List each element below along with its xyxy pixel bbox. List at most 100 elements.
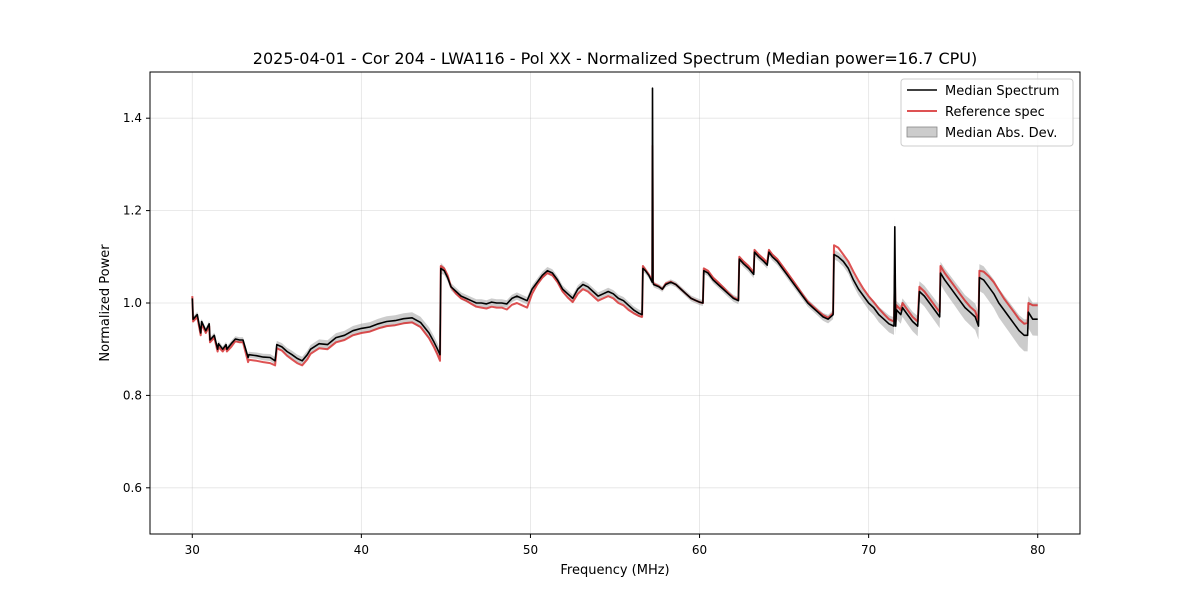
reference-point bbox=[455, 293, 457, 295]
reference-point bbox=[420, 326, 422, 328]
median-point bbox=[940, 272, 942, 274]
reference-point bbox=[763, 258, 765, 260]
reference-point bbox=[496, 307, 498, 309]
median-point bbox=[748, 267, 750, 269]
reference-point bbox=[360, 332, 362, 334]
median-point bbox=[873, 307, 875, 309]
median-point bbox=[433, 341, 435, 343]
reference-point bbox=[802, 294, 804, 296]
reference-point bbox=[301, 364, 303, 366]
median-point bbox=[225, 344, 227, 346]
median-point bbox=[582, 284, 584, 286]
reference-point bbox=[738, 256, 740, 258]
x-tick-label: 60 bbox=[692, 543, 707, 557]
reference-point bbox=[988, 275, 990, 277]
median-point bbox=[988, 286, 990, 288]
reference-point bbox=[491, 306, 493, 308]
median-point bbox=[722, 288, 724, 290]
median-point bbox=[894, 226, 896, 228]
median-point bbox=[847, 267, 849, 269]
median-point bbox=[587, 286, 589, 288]
median-point bbox=[878, 314, 880, 316]
median-point bbox=[506, 303, 508, 305]
median-point bbox=[758, 256, 760, 258]
reference-point bbox=[443, 267, 445, 269]
reference-point bbox=[352, 334, 354, 336]
reference-point bbox=[276, 347, 278, 349]
median-point bbox=[465, 297, 467, 299]
median-point bbox=[196, 314, 198, 316]
median-point bbox=[191, 297, 193, 299]
reference-point bbox=[983, 271, 985, 273]
reference-point bbox=[758, 254, 760, 256]
y-tick-label: 1.4 bbox=[123, 111, 142, 125]
median-point bbox=[572, 297, 574, 299]
reference-point bbox=[652, 145, 654, 147]
median-point bbox=[998, 302, 1000, 304]
median-point bbox=[974, 316, 976, 318]
reference-point bbox=[896, 304, 898, 306]
median-point bbox=[218, 343, 220, 345]
reference-point bbox=[644, 269, 646, 271]
median-point bbox=[386, 321, 388, 323]
reference-point bbox=[281, 350, 283, 352]
median-point bbox=[291, 354, 293, 356]
median-point bbox=[628, 304, 630, 306]
reference-point bbox=[557, 281, 559, 283]
reference-point bbox=[737, 299, 739, 301]
median-point bbox=[296, 357, 298, 359]
reference-point bbox=[440, 265, 442, 267]
median-point bbox=[753, 273, 755, 275]
reference-point bbox=[617, 302, 619, 304]
median-point bbox=[787, 274, 789, 276]
reference-point bbox=[652, 280, 654, 282]
x-tick-label: 40 bbox=[354, 543, 369, 557]
median-point bbox=[895, 325, 897, 327]
median-point bbox=[491, 301, 493, 303]
median-point bbox=[209, 339, 211, 341]
reference-point bbox=[403, 322, 405, 324]
median-point bbox=[536, 281, 538, 283]
reference-point bbox=[447, 274, 449, 276]
y-tick-label: 1.0 bbox=[123, 296, 142, 310]
reference-point bbox=[291, 358, 293, 360]
median-point bbox=[470, 300, 472, 302]
reference-point bbox=[665, 283, 667, 285]
reference-point bbox=[335, 341, 337, 343]
median-point bbox=[939, 316, 941, 318]
reference-point bbox=[978, 270, 980, 272]
median-point bbox=[281, 346, 283, 348]
median-point bbox=[623, 300, 625, 302]
median-point bbox=[310, 348, 312, 350]
reference-point bbox=[226, 351, 228, 353]
reference-point bbox=[641, 316, 643, 318]
legend-box bbox=[900, 78, 1074, 147]
reference-point bbox=[516, 302, 518, 304]
median-point bbox=[496, 302, 498, 304]
reference-point bbox=[222, 351, 224, 353]
reference-point bbox=[377, 327, 379, 329]
reference-point bbox=[239, 341, 241, 343]
reference-point bbox=[208, 325, 210, 327]
median-point bbox=[896, 309, 898, 311]
reference-point bbox=[411, 321, 413, 323]
median-point bbox=[993, 293, 995, 295]
reference-point bbox=[628, 309, 630, 311]
reference-point bbox=[797, 286, 799, 288]
reference-point bbox=[944, 272, 946, 274]
median-point bbox=[440, 267, 442, 269]
median-point bbox=[1027, 311, 1029, 313]
reference-point bbox=[310, 353, 312, 355]
reference-point bbox=[1027, 322, 1029, 324]
median-point bbox=[776, 260, 778, 262]
reference-point bbox=[531, 293, 533, 295]
reference-point bbox=[732, 297, 734, 299]
reference-point bbox=[191, 295, 193, 297]
median-point bbox=[592, 291, 594, 293]
median-point bbox=[822, 316, 824, 318]
reference-point bbox=[501, 307, 503, 309]
reference-point bbox=[658, 285, 660, 287]
median-point bbox=[852, 279, 854, 281]
median-point bbox=[269, 357, 271, 359]
median-point bbox=[902, 307, 904, 309]
